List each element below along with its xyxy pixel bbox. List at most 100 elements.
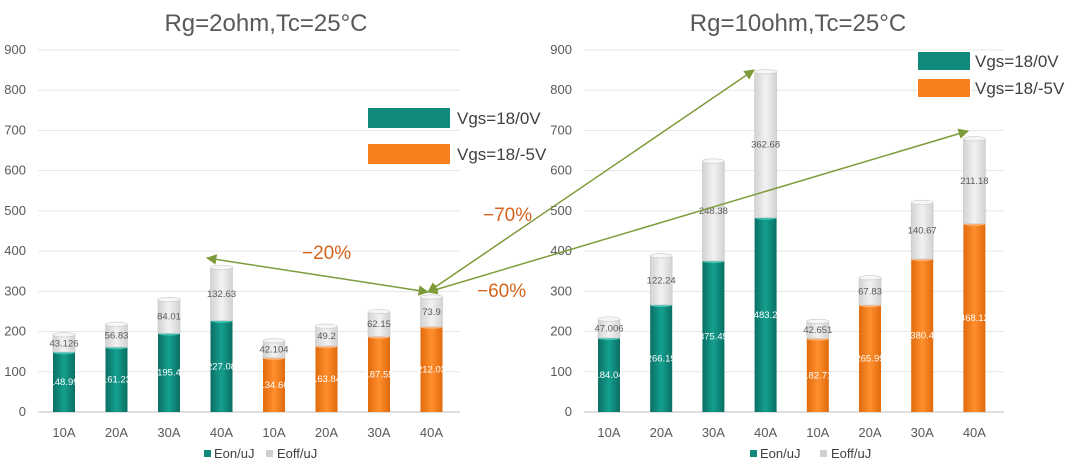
data-label-eon: 195.4	[157, 368, 181, 379]
data-label-eon: 265.99	[855, 354, 884, 365]
y-tick-label: 0	[19, 404, 26, 419]
data-label-eon: 483.2	[754, 310, 778, 321]
y-tick-label: 200	[550, 324, 572, 339]
bar-eon	[53, 352, 75, 412]
data-label-eoff: 62.15	[367, 319, 391, 330]
data-label-eoff: 122.24	[647, 275, 676, 286]
bar-eon	[806, 338, 829, 412]
x-tick-label: 30A	[367, 425, 390, 440]
bottom-legend: Eon/uJ Eoff/uJ	[204, 446, 317, 461]
bar-eon	[315, 346, 338, 412]
x-tick-label: 20A	[650, 425, 673, 440]
x-tick-label: 40A	[210, 425, 233, 440]
bar-eoff-cap	[754, 69, 777, 75]
y-tick-label: 600	[550, 163, 572, 178]
bar-eon	[105, 347, 128, 412]
data-label-eoff: 56.83	[105, 331, 129, 342]
data-label-eoff: 84.01	[157, 312, 181, 323]
legend-label-eon: Eon/uJ	[760, 446, 800, 461]
bar-eoff-cap	[597, 316, 621, 322]
bar-eon	[702, 260, 725, 412]
bar-eoff-cap	[910, 199, 934, 205]
x-tick-label: 40A	[754, 425, 777, 440]
x-tick-label: 20A	[315, 425, 338, 440]
data-label-eon: 212.03	[417, 364, 446, 375]
x-axis-ticks: 10A 20A 30A 40A 10A 20A 30A 40A	[52, 425, 443, 440]
bar-eoff-cap	[262, 338, 286, 344]
legend-swatch-eoff	[820, 450, 827, 457]
bars: 148.99 43.126 161.23 56.83 195.4 84.01 227.08 1…	[49, 264, 446, 412]
y-tick-label: 200	[4, 324, 26, 339]
data-label-eon: 187.55	[364, 369, 393, 380]
bar-eoff-cap	[210, 264, 233, 270]
bar-eoff-cap	[963, 136, 986, 142]
bar-eoff-cap	[702, 158, 725, 164]
y-tick-label: 300	[4, 283, 26, 298]
y-tick-label: 600	[4, 163, 26, 178]
bar-eoff-cap	[315, 323, 338, 329]
bar-eoff-cap	[649, 253, 673, 259]
x-axis-ticks: 10A 20A 30A 40A 10A 20A 30A 40A	[597, 425, 986, 440]
data-label-eon: 266.19	[647, 353, 676, 364]
y-tick-label: 700	[4, 122, 26, 137]
y-tick-label: 800	[4, 82, 26, 97]
annotation-label-20pct: −20%	[302, 243, 351, 264]
legend-label-vgs-0v: Vgs=18/0V	[457, 109, 541, 128]
bar-eon	[263, 357, 285, 412]
data-label-eon: 163.84	[312, 374, 341, 385]
chart-rg10: Rg=10ohm,Tc=25°C 01002003004005006007008…	[550, 10, 1065, 461]
data-label-eon: 184.04	[594, 370, 623, 381]
x-tick-label: 20A	[105, 425, 128, 440]
y-tick-label: 100	[550, 364, 572, 379]
y-tick-label: 800	[550, 82, 572, 97]
chart-title: Rg=2ohm,Tc=25°C	[164, 10, 367, 37]
y-tick-label: 0	[565, 404, 572, 419]
y-axis-ticks: 0 100 200 300 400 500 600 700 800 900	[4, 42, 26, 419]
bar-eon	[598, 337, 620, 412]
legend-swatch-eon	[204, 450, 211, 457]
legend-swatch-vgs-neg5v	[918, 79, 970, 97]
y-tick-label: 400	[4, 243, 26, 258]
data-label-eon: 134.66	[259, 380, 288, 391]
annotation-label-70pct: −70%	[483, 205, 532, 226]
data-label-eoff: 47.006	[594, 324, 623, 335]
data-label-eoff: 140.67	[908, 226, 937, 237]
data-label-eoff: 43.126	[49, 338, 78, 349]
annotation-arrow-60pct	[426, 128, 970, 295]
y-tick-label: 500	[550, 203, 572, 218]
bar-eon	[650, 304, 673, 412]
y-tick-label: 500	[4, 203, 26, 218]
bars: 184.0447.006266.19122.24375.45248.38483.…	[594, 69, 989, 412]
chart-rg2: Rg=2ohm,Tc=25°C 0 100 200 300 400 500 600 700 80…	[4, 10, 547, 461]
data-label-eon: 182.71	[803, 370, 832, 381]
x-tick-label: 30A	[911, 425, 934, 440]
x-tick-label: 10A	[806, 425, 829, 440]
legend-label-eoff: Eoff/uJ	[277, 446, 317, 461]
y-tick-label: 900	[4, 42, 26, 57]
bar-eoff-cap	[105, 321, 128, 327]
legend-swatch-eoff	[266, 450, 273, 457]
legend-swatch-eon	[750, 450, 757, 457]
annotation-label-60pct: −60%	[477, 281, 526, 302]
x-tick-label: 10A	[52, 425, 75, 440]
data-label-eoff: 362.68	[751, 140, 780, 151]
x-tick-label: 30A	[157, 425, 180, 440]
bar-eon	[158, 333, 180, 412]
bar-eoff-cap	[52, 332, 76, 338]
data-label-eoff: 49.2	[317, 331, 336, 342]
bar-eoff-cap	[157, 297, 181, 303]
legend-label-vgs-neg5v: Vgs=18/-5V	[975, 79, 1065, 98]
data-label-eoff: 42.651	[803, 325, 832, 336]
bottom-legend: Eon/uJ Eoff/uJ	[750, 446, 871, 461]
data-label-eon: 375.45	[699, 331, 728, 342]
bar-eon	[859, 305, 881, 412]
legend-label-vgs-0v: Vgs=18/0V	[975, 52, 1059, 71]
annotations: −20% −70% −60%	[205, 69, 970, 302]
bar-eon	[210, 320, 233, 412]
bar-eoff-cap	[367, 309, 391, 315]
bar-eon	[368, 336, 390, 412]
legend-label-vgs-neg5v: Vgs=18/-5V	[457, 145, 547, 164]
y-tick-label: 300	[550, 283, 572, 298]
annotation-arrow-20pct	[205, 254, 430, 296]
